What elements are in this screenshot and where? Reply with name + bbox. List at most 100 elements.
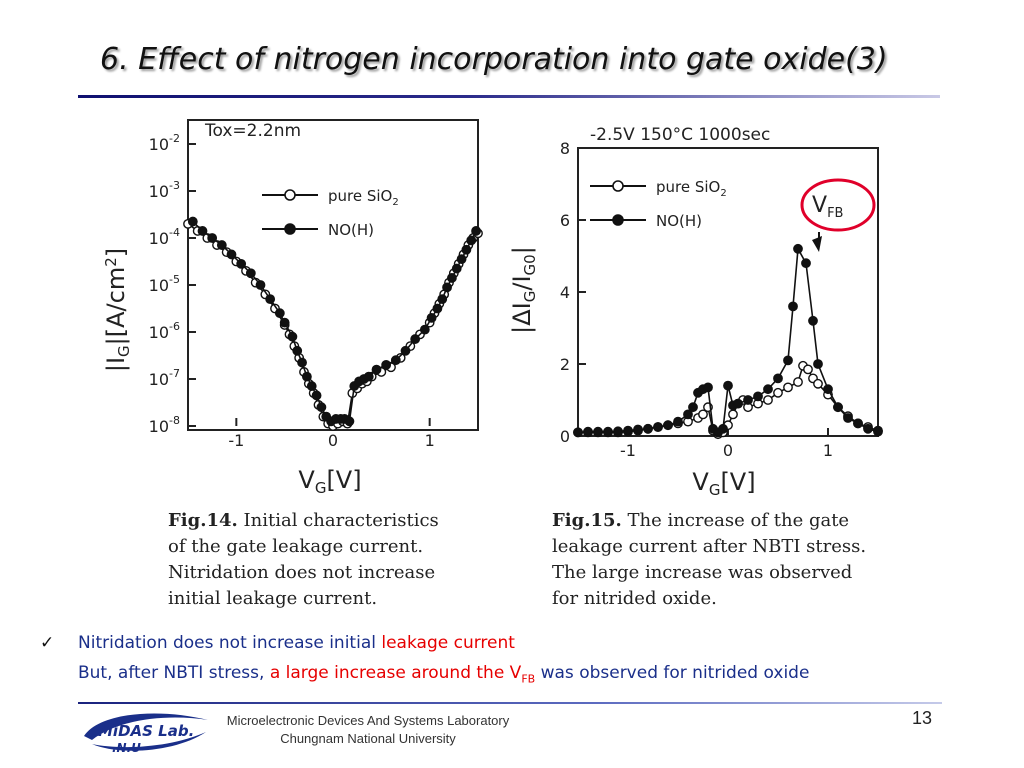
c2-data-point (813, 378, 823, 389)
c1-ytick-label: 10-5 (149, 273, 180, 295)
c2-data-point (703, 382, 713, 393)
c2-legend-marker (612, 214, 624, 226)
c2-data-point (788, 301, 798, 312)
c2-data-point (833, 402, 843, 413)
c1-data-point (371, 364, 382, 375)
c2-xtick-label: 0 (723, 441, 733, 460)
c2-ytick-label: 4 (560, 283, 570, 302)
fig14-caption: Fig.14. Initial characteristics of the g… (168, 508, 439, 612)
c1-data-point (390, 355, 401, 366)
title-divider (78, 95, 940, 98)
c2-data-point (623, 425, 633, 436)
c2-data-point (683, 409, 693, 420)
c2-xtick-label: -1 (620, 441, 636, 460)
footer-divider (78, 702, 942, 704)
c1-data-point (311, 390, 322, 401)
c1-data-point (466, 235, 477, 246)
c2-data-point (801, 258, 811, 269)
c1-data-point (301, 371, 312, 382)
c1-data-point (426, 312, 437, 323)
c2-data-point (853, 418, 863, 429)
c1-ytick-label: 10-3 (149, 179, 180, 201)
c2-data-point (793, 243, 803, 254)
c1-ytick-label: 10-8 (149, 414, 180, 436)
fig14-text: Initial characteristics of the gate leak… (168, 510, 439, 609)
c1-data-point (451, 263, 462, 274)
c2-data-point (583, 426, 593, 437)
slide-title: 6. Effect of nitrogen incorporation into… (100, 42, 888, 77)
c1-data-point (245, 268, 256, 279)
fig15-text: The increase of the gate leakage current… (552, 510, 867, 609)
bullet2-suffix: was observed for nitrided oxide (535, 663, 810, 683)
bullet1-text: Nitridation does not increase initial (78, 633, 382, 653)
bullet-list: ✓ Nitridation does not increase initial l… (40, 628, 1000, 688)
c2-data-point (593, 426, 603, 437)
c2-data-point (663, 420, 673, 431)
bullet2-subscript: FB (521, 672, 536, 686)
c1-data-point (265, 294, 276, 304)
chart1-title: Tox=2.2nm (204, 121, 301, 141)
chart2-frame (577, 147, 879, 437)
c1-data-point (255, 280, 266, 290)
c1-xtick-label: -1 (228, 431, 244, 450)
c2-data-point (653, 422, 663, 432)
c2-data-point (698, 409, 708, 420)
c2-legend-label: pure SiO2 (656, 178, 727, 199)
c2-data-point (643, 423, 653, 434)
c1-legend-label: pure SiO2 (328, 187, 399, 208)
c2-data-point (793, 377, 803, 387)
c2-data-point (723, 380, 733, 391)
fig15-caption: Fig.15. The increase of the gate leakage… (552, 508, 866, 612)
chart2-xlabel: VG[V] (692, 468, 755, 499)
c2-data-point (823, 384, 833, 395)
c2-data-point (773, 373, 783, 384)
c1-xtick-label: 1 (425, 431, 435, 450)
c2-data-point (763, 384, 773, 395)
chart2-ylabel: |ΔIG/IG0| (508, 246, 539, 334)
c1-data-point (297, 357, 307, 368)
c1-data-point (461, 244, 472, 255)
c2-data-point (688, 402, 698, 413)
c1-data-point (306, 381, 317, 391)
chart1-ylabel: |IG|[A/cm2] (102, 248, 133, 372)
c1-legend-marker (284, 189, 296, 201)
c1-ytick-label: 10-4 (149, 226, 180, 248)
bullet2-highlight: a large increase around the V (269, 663, 522, 683)
fig15-label: Fig.15. (552, 510, 622, 531)
bullet-item-1: ✓ Nitridation does not increase initial l… (40, 628, 1000, 658)
chart-leakage-increase: -2.5V 150°C 1000sec |ΔIG/IG0| VG[V] -1 0 1… (508, 125, 883, 499)
c2-xtick-label: 1 (823, 441, 833, 460)
c2-ytick-label: 8 (560, 139, 570, 158)
c2-ytick-label: 0 (560, 427, 570, 446)
c1-data-point (381, 359, 392, 370)
chart2-title: -2.5V 150°C 1000sec (590, 125, 770, 145)
c1-data-point (226, 249, 237, 260)
c2-data-point (783, 382, 793, 393)
c1-data-point (400, 345, 411, 356)
fig14-label: Fig.14. (168, 510, 238, 531)
c1-data-point (432, 303, 443, 314)
c2-data-point (728, 409, 738, 420)
c2-data-point (808, 315, 818, 326)
c1-ytick-label: 10-7 (149, 367, 180, 389)
c1-data-point (216, 240, 227, 250)
vfb-arrow-icon (812, 236, 822, 252)
c2-data-point (803, 364, 813, 375)
c2-data-point (863, 423, 873, 434)
chart-gate-leakage: Tox=2.2nm |IG|[A/cm2] VG[V] -1 0 1 10-2 10-3… (102, 119, 483, 497)
c2-data-point (613, 426, 623, 437)
c1-legend-label: NO(H) (328, 221, 374, 239)
c1-data-point (197, 226, 208, 236)
lab-name: Microelectronic Devices And Systems Labo… (218, 712, 518, 748)
c1-xtick-label: 0 (328, 431, 338, 450)
c2-series-line (577, 246, 879, 434)
c2-ytick-label: 6 (560, 211, 570, 230)
bullet2-text: But, after NBTI stress, (78, 663, 270, 683)
c2-data-point (743, 395, 753, 405)
bullet1-highlight: leakage current (381, 633, 515, 653)
vfb-label: VFB (812, 193, 843, 221)
c1-data-point (410, 334, 421, 344)
logo-subtext: .N.U (112, 741, 141, 755)
c1-data-point (279, 317, 290, 328)
